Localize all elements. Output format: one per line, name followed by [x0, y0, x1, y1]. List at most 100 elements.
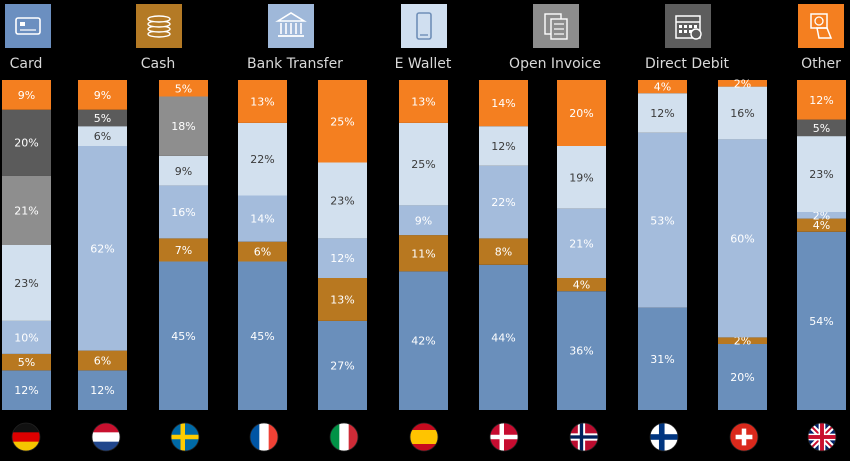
flag-it-icon — [330, 423, 358, 451]
bar-segment — [2, 175, 51, 245]
bar-segment — [479, 80, 528, 127]
bar-segment — [718, 337, 767, 344]
flag-border — [489, 422, 519, 452]
bar-segment — [638, 307, 687, 410]
bar-segment — [797, 80, 846, 120]
bar-value-label: 27% — [330, 359, 354, 372]
payment-method-label: Direct Debit — [645, 56, 730, 72]
bar-spain: 42% 11% 9% 25% 13% — [399, 80, 448, 410]
bar-segment — [238, 241, 287, 262]
payment-method-label: Bank Transfer — [247, 56, 343, 72]
ewallet-icon-tile — [401, 4, 447, 48]
bar-value-label: 4% — [813, 219, 830, 232]
flag-se-icon — [171, 423, 199, 451]
bar-value-label: 21% — [14, 204, 38, 217]
cash-icon — [147, 15, 171, 38]
bar-value-label: 5% — [18, 356, 35, 369]
bar-value-label: 12% — [90, 384, 114, 397]
bar-value-label: 13% — [330, 293, 354, 306]
bar-segment — [797, 119, 846, 137]
bar-value-label: 45% — [171, 330, 195, 343]
flag-de-icon — [12, 423, 40, 451]
bar-value-label: 53% — [650, 214, 674, 227]
bar-segment — [638, 93, 687, 133]
bar-value-label: 20% — [14, 137, 38, 150]
bar-value-label: 22% — [491, 196, 515, 209]
bar-segment — [399, 122, 448, 206]
bar-value-label: 5% — [813, 122, 830, 135]
bar-value-label: 23% — [809, 168, 833, 181]
flag-border — [649, 422, 679, 452]
bar-value-label: 12% — [809, 94, 833, 107]
bar-value-label: 12% — [14, 384, 38, 397]
bar-value-label: 13% — [250, 95, 274, 108]
flag-fi-icon — [650, 423, 678, 451]
payment-method-label: Open Invoice — [509, 56, 601, 72]
bar-segment — [399, 235, 448, 272]
bar-segment — [557, 278, 606, 292]
direct-debit-icon-tile — [665, 4, 711, 48]
payment-method-header: Card Cash Bank Transfer E Wallet Open Invoic… — [5, 4, 844, 72]
bar-switzerland: 20% 2% 60% 16% 2% — [718, 77, 767, 410]
bar-value-label: 5% — [94, 112, 111, 125]
ewallet-icon — [416, 12, 432, 40]
bar-segment — [638, 80, 687, 94]
flag-dk-icon — [490, 423, 518, 451]
bar-segment — [238, 80, 287, 123]
bar-segment — [797, 218, 846, 232]
bar-value-label: 12% — [491, 140, 515, 153]
bar-value-label: 9% — [415, 214, 432, 227]
bar-value-label: 2% — [734, 77, 751, 90]
bar-value-label: 20% — [569, 107, 593, 120]
bar-value-label: 12% — [650, 107, 674, 120]
bar-value-label: 8% — [495, 246, 512, 259]
bar-segment — [159, 185, 208, 239]
invoice-icon — [544, 13, 568, 40]
bar-value-label: 7% — [175, 244, 192, 257]
bar-value-label: 9% — [94, 89, 111, 102]
direct-debit-icon — [675, 15, 702, 40]
card-icon — [15, 17, 41, 35]
header-invoice-group: Open Invoice — [509, 4, 601, 72]
bar-value-label: 11% — [411, 247, 435, 260]
bar-value-label: 19% — [569, 171, 593, 184]
bar-value-label: 6% — [94, 355, 111, 368]
bar-segment — [2, 109, 51, 176]
bar-value-label: 4% — [654, 81, 671, 94]
bar-segment — [238, 122, 287, 196]
bar-segment — [2, 320, 51, 354]
bar-value-label: 44% — [491, 331, 515, 344]
bar-segment — [479, 238, 528, 265]
bank-icon — [275, 12, 307, 37]
payment-method-label: Cash — [141, 56, 176, 72]
bar-italy: 27% 13% 12% 23% 25% — [318, 80, 367, 410]
bar-segment — [2, 80, 51, 110]
stacked-bars: 12% 5% 10% 23% 21% 20% 9% 12% 6% 62% 6% 5% 9% 45% 7% 16… — [2, 77, 846, 410]
flag-border — [409, 422, 439, 452]
bar-value-label: 60% — [730, 232, 754, 245]
flag-gb-icon — [808, 423, 836, 451]
bar-segment — [318, 238, 367, 278]
bar-segment — [318, 80, 367, 163]
bar-segment — [718, 139, 767, 338]
flag-border — [329, 422, 359, 452]
bar-segment — [479, 264, 528, 410]
other-payment-icon — [810, 13, 833, 39]
bar-segment — [78, 370, 127, 410]
bar-segment — [78, 126, 127, 146]
bar-value-label: 42% — [411, 335, 435, 348]
bar-value-label: 6% — [94, 130, 111, 143]
flag-fr-icon — [250, 423, 278, 451]
bar-segment — [318, 320, 367, 410]
bar-value-label: 2% — [813, 209, 830, 222]
bar-value-label: 14% — [491, 97, 515, 110]
bar-segment — [2, 245, 51, 321]
bar-value-label: 9% — [18, 89, 35, 102]
bar-segment — [318, 278, 367, 321]
other-payment-icon-tile — [798, 4, 844, 48]
flag-border — [170, 422, 200, 452]
bar-segment — [479, 165, 528, 239]
bar-value-label: 45% — [250, 330, 274, 343]
bar-value-label: 23% — [330, 194, 354, 207]
flag-border — [807, 422, 837, 452]
